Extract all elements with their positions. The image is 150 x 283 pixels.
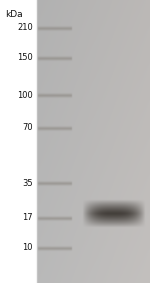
Text: 10: 10 bbox=[22, 243, 33, 252]
Text: 35: 35 bbox=[22, 179, 33, 188]
Text: 210: 210 bbox=[17, 23, 33, 33]
Text: 100: 100 bbox=[17, 91, 33, 100]
Text: 70: 70 bbox=[22, 123, 33, 132]
Text: 150: 150 bbox=[17, 53, 33, 63]
Text: 17: 17 bbox=[22, 213, 33, 222]
Text: kDa: kDa bbox=[5, 10, 23, 19]
